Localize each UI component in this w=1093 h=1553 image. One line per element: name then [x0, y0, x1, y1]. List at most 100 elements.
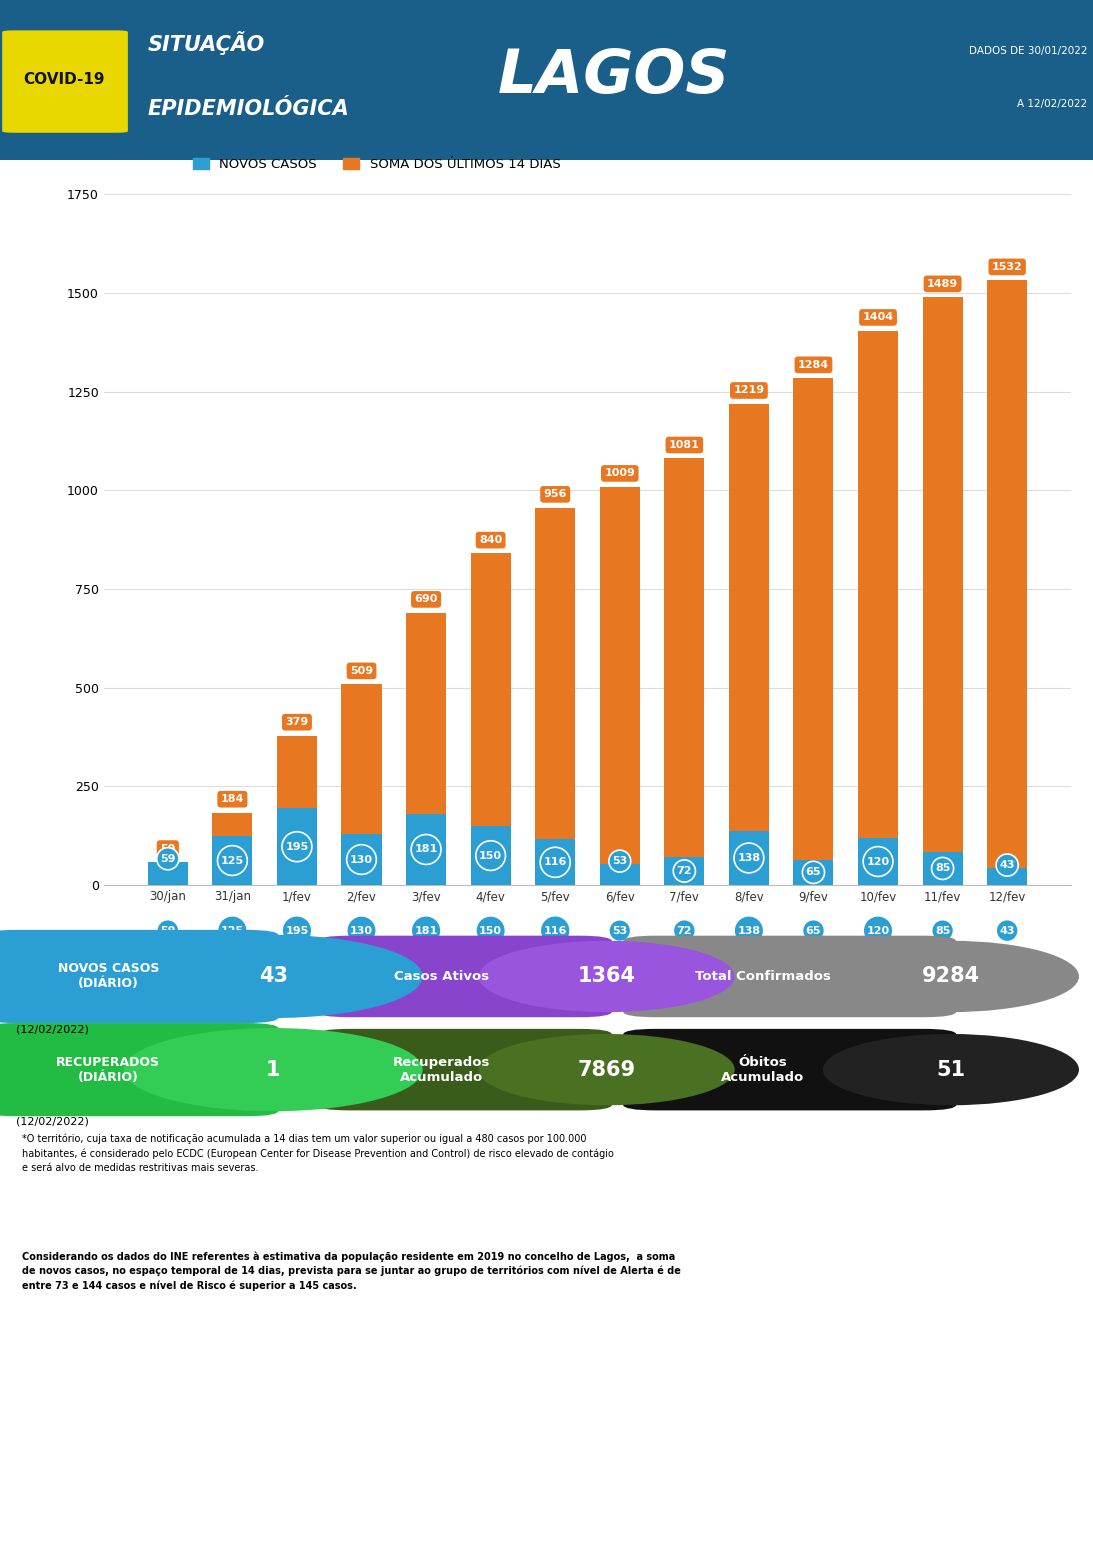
Bar — [987, 280, 1027, 885]
Text: 72: 72 — [677, 926, 692, 935]
Text: 59: 59 — [160, 926, 176, 935]
Bar — [665, 857, 704, 885]
Text: 509: 509 — [350, 666, 373, 676]
Text: *O território, cuja taxa de notificação acumulada a 14 dias tem um valor superio: *O território, cuja taxa de notificação … — [22, 1134, 614, 1173]
Bar — [471, 826, 510, 885]
Text: 125: 125 — [221, 856, 244, 865]
FancyBboxPatch shape — [2, 31, 128, 132]
Bar — [665, 458, 704, 885]
Text: 65: 65 — [806, 926, 821, 935]
Bar — [729, 831, 768, 885]
Text: 195: 195 — [285, 842, 308, 851]
Text: RECUPERADOS
(DIÁRIO): RECUPERADOS (DIÁRIO) — [56, 1056, 161, 1084]
Text: 130: 130 — [350, 926, 373, 935]
Text: SITUAÇÃO: SITUAÇÃO — [148, 31, 265, 56]
Text: 181: 181 — [414, 845, 437, 854]
Text: 150: 150 — [479, 926, 502, 935]
Text: 1489: 1489 — [927, 280, 959, 289]
Text: DADOS DE 30/01/2022: DADOS DE 30/01/2022 — [969, 47, 1088, 56]
Ellipse shape — [124, 1028, 423, 1112]
FancyBboxPatch shape — [623, 935, 956, 1017]
Text: 150: 150 — [479, 851, 502, 860]
Text: 1081: 1081 — [669, 439, 700, 450]
Text: 116: 116 — [543, 926, 567, 935]
Text: 7869: 7869 — [577, 1059, 636, 1079]
Text: Nível de Risco: Nível de Risco — [34, 463, 45, 545]
Bar — [987, 868, 1027, 885]
Bar — [277, 808, 317, 885]
Bar — [858, 331, 898, 885]
Text: NOVOS CASOS
(DIÁRIO): NOVOS CASOS (DIÁRIO) — [58, 963, 158, 991]
Text: 65: 65 — [806, 868, 821, 877]
Text: 120: 120 — [867, 857, 890, 867]
FancyBboxPatch shape — [0, 930, 279, 1023]
Text: superior a 145 casos: superior a 145 casos — [35, 613, 44, 719]
Text: 116: 116 — [543, 857, 567, 867]
FancyBboxPatch shape — [317, 935, 612, 1017]
Text: 125: 125 — [221, 926, 244, 935]
Text: Total Confirmados: Total Confirmados — [695, 971, 831, 983]
FancyBboxPatch shape — [317, 1028, 612, 1110]
Bar — [277, 736, 317, 885]
Text: 379: 379 — [285, 717, 308, 727]
Bar — [858, 837, 898, 885]
Bar — [922, 297, 963, 885]
Text: 43: 43 — [999, 860, 1015, 870]
Text: (12/02/2022): (12/02/2022) — [16, 1025, 90, 1034]
Text: Recuperados
Acumulado: Recuperados Acumulado — [392, 1056, 491, 1084]
FancyBboxPatch shape — [0, 1023, 279, 1117]
Text: LAGOS: LAGOS — [497, 47, 730, 106]
Text: 53: 53 — [612, 856, 627, 867]
Bar — [148, 862, 188, 885]
Text: 53: 53 — [612, 926, 627, 935]
Text: 59: 59 — [160, 854, 176, 863]
Text: www.cm-lagos.pt: www.cm-lagos.pt — [548, 1451, 764, 1469]
Bar — [922, 851, 963, 885]
Text: 43: 43 — [999, 926, 1015, 935]
Text: 1: 1 — [266, 1059, 281, 1079]
Bar — [536, 508, 575, 885]
Ellipse shape — [124, 935, 423, 1019]
Text: 9284: 9284 — [921, 966, 980, 986]
Text: 51: 51 — [937, 1059, 965, 1079]
Text: 1532: 1532 — [991, 262, 1023, 272]
Text: 1009: 1009 — [604, 469, 635, 478]
Text: 138: 138 — [738, 853, 761, 863]
Text: Considerando os dados do INE referentes à estimativa da população residente em 2: Considerando os dados do INE referentes … — [22, 1252, 681, 1291]
Bar — [407, 613, 446, 885]
Ellipse shape — [479, 941, 734, 1013]
Bar — [341, 685, 381, 885]
Text: 85: 85 — [935, 926, 950, 935]
Text: 1404: 1404 — [862, 312, 894, 323]
Text: 138: 138 — [738, 926, 761, 935]
Text: 840: 840 — [479, 536, 503, 545]
Bar — [212, 812, 252, 885]
Text: Óbitos
Acumulado: Óbitos Acumulado — [721, 1056, 804, 1084]
Text: 120: 120 — [867, 926, 890, 935]
FancyBboxPatch shape — [623, 1028, 956, 1110]
Text: 690: 690 — [414, 595, 438, 604]
Text: 85: 85 — [935, 863, 950, 873]
Ellipse shape — [479, 1034, 734, 1106]
Ellipse shape — [823, 941, 1079, 1013]
Text: Casos Ativos: Casos Ativos — [393, 971, 490, 983]
Text: (12/02/2022): (12/02/2022) — [16, 1117, 90, 1126]
Bar — [341, 834, 381, 885]
Text: 1284: 1284 — [798, 360, 828, 370]
Text: 184: 184 — [221, 794, 244, 804]
Bar — [471, 553, 510, 885]
Bar — [407, 814, 446, 885]
Text: 43: 43 — [259, 966, 287, 986]
Text: 195: 195 — [285, 926, 308, 935]
Bar — [729, 404, 768, 885]
Text: 1219: 1219 — [733, 385, 764, 396]
Text: 130: 130 — [350, 854, 373, 865]
Text: A 12/02/2022: A 12/02/2022 — [1018, 99, 1088, 109]
Bar — [212, 836, 252, 885]
Bar — [600, 865, 639, 885]
Text: EPIDEMIOLÓGICA: EPIDEMIOLÓGICA — [148, 99, 350, 118]
Bar — [536, 840, 575, 885]
Text: 1364: 1364 — [577, 966, 636, 986]
Text: COVID-19: COVID-19 — [24, 73, 105, 87]
Text: 181: 181 — [414, 926, 437, 935]
